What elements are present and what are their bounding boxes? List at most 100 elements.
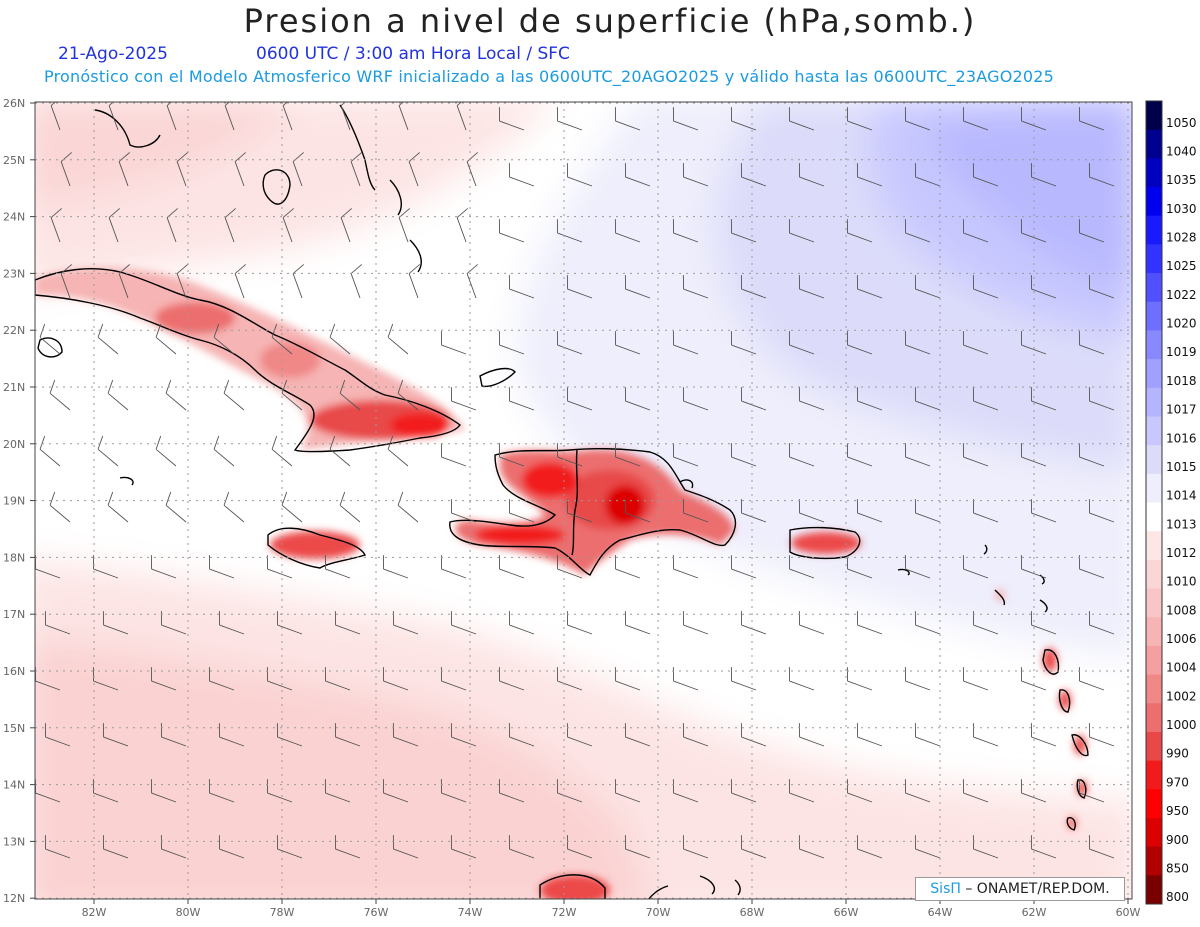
wind-barb bbox=[741, 736, 767, 747]
wind-barb bbox=[915, 848, 941, 859]
colorbar-swatch bbox=[1146, 731, 1162, 762]
wind-barb bbox=[45, 736, 71, 747]
wind-barb-flag bbox=[213, 435, 220, 450]
wind-barb bbox=[451, 512, 477, 523]
wind-barb bbox=[339, 504, 361, 523]
colorbar-swatch bbox=[1146, 158, 1162, 188]
wind-barb bbox=[557, 680, 583, 691]
wind-barb bbox=[625, 624, 651, 635]
wind-barb bbox=[683, 848, 709, 859]
wind-barb bbox=[103, 736, 129, 747]
lat-label: 17N bbox=[3, 608, 25, 621]
wind-barb bbox=[1089, 400, 1115, 411]
wind-barb bbox=[441, 456, 467, 467]
colorbar-label: 1019 bbox=[1166, 345, 1197, 359]
wind-barb bbox=[683, 176, 709, 187]
wind-barb bbox=[267, 680, 293, 691]
colorbar-swatch bbox=[1146, 875, 1162, 905]
wind-barb bbox=[466, 273, 477, 299]
wind-barb bbox=[915, 512, 941, 523]
wind-barb bbox=[209, 792, 235, 803]
wind-barb bbox=[267, 792, 293, 803]
wind-barb bbox=[35, 568, 61, 579]
wind-barb-flag bbox=[155, 323, 162, 338]
lat-label: 23N bbox=[3, 267, 25, 280]
wind-barb bbox=[224, 217, 235, 243]
wind-barb bbox=[166, 217, 177, 243]
wind-barb bbox=[397, 504, 419, 523]
wind-barb bbox=[387, 448, 409, 467]
wind-barb bbox=[615, 680, 641, 691]
wind-barb bbox=[499, 120, 525, 131]
wind-barb bbox=[60, 161, 71, 187]
wind-barb-flag bbox=[107, 491, 114, 506]
wind-barb bbox=[60, 273, 71, 299]
wind-barb bbox=[161, 848, 187, 859]
wind-barb bbox=[557, 568, 583, 579]
wind-barb bbox=[451, 624, 477, 635]
wind-barb bbox=[847, 344, 873, 355]
colorbar-label: 1000 bbox=[1166, 718, 1197, 732]
wind-barb bbox=[963, 568, 989, 579]
wind-barb-flag bbox=[466, 264, 479, 274]
wind-barb bbox=[219, 848, 245, 859]
colorbar-label: 1022 bbox=[1166, 288, 1197, 302]
colorbar-swatch bbox=[1146, 760, 1162, 790]
wind-barb bbox=[49, 392, 71, 411]
wind-barb bbox=[799, 400, 825, 411]
wind-barb bbox=[683, 288, 709, 299]
wind-barb-flag bbox=[166, 102, 172, 106]
wind-barb bbox=[165, 504, 187, 523]
wind-barb-flag bbox=[234, 264, 247, 274]
wind-barb bbox=[789, 344, 815, 355]
wind-barb bbox=[209, 680, 235, 691]
wind-barb bbox=[625, 400, 651, 411]
wind-barb bbox=[213, 336, 235, 355]
wind-barb bbox=[1079, 120, 1105, 131]
wind-barb bbox=[213, 448, 235, 467]
wind-barb bbox=[789, 680, 815, 691]
wind-barb bbox=[683, 736, 709, 747]
wind-barb bbox=[973, 512, 999, 523]
wind-barb bbox=[408, 273, 419, 299]
wind-barb-flag bbox=[329, 323, 336, 338]
wind-barb bbox=[557, 456, 583, 467]
wind-barb bbox=[673, 456, 699, 467]
lon-label: 64W bbox=[928, 906, 953, 919]
wind-barb bbox=[673, 792, 699, 803]
wind-barb-flag bbox=[387, 435, 394, 450]
wind-barb bbox=[905, 232, 931, 243]
shading-south-1012 bbox=[35, 561, 1132, 899]
wind-barb bbox=[615, 344, 641, 355]
lat-label: 25N bbox=[3, 154, 25, 167]
wind-barb bbox=[915, 176, 941, 187]
wind-barb bbox=[1079, 792, 1105, 803]
colorbar-label: 1008 bbox=[1166, 603, 1197, 617]
colorbar-label: 1050 bbox=[1166, 116, 1197, 130]
wind-barb bbox=[466, 161, 477, 187]
wind-barb bbox=[118, 161, 129, 187]
wind-barb bbox=[393, 848, 419, 859]
wind-barb bbox=[35, 680, 61, 691]
wind-barb bbox=[915, 400, 941, 411]
wind-barb-flag bbox=[118, 264, 131, 274]
wind-barb bbox=[973, 624, 999, 635]
wind-barb-flag bbox=[340, 102, 346, 106]
wind-barb bbox=[108, 105, 119, 131]
colorbar-label: 850 bbox=[1166, 861, 1189, 875]
wind-barb bbox=[1079, 568, 1105, 579]
wind-barb-flag bbox=[398, 102, 404, 106]
colorbar-swatch bbox=[1146, 215, 1162, 245]
wind-barb bbox=[451, 848, 477, 859]
wind-barb bbox=[151, 680, 177, 691]
colorbar-label: 1004 bbox=[1166, 661, 1197, 675]
wind-barb bbox=[441, 792, 467, 803]
wind-barb bbox=[151, 568, 177, 579]
lon-label: 82W bbox=[82, 906, 107, 919]
wind-barb bbox=[118, 273, 129, 299]
wind-barb-flag bbox=[50, 208, 63, 218]
wind-barb bbox=[915, 736, 941, 747]
wind-barb bbox=[499, 680, 525, 691]
wind-barb bbox=[905, 344, 931, 355]
wind-barb bbox=[383, 680, 409, 691]
